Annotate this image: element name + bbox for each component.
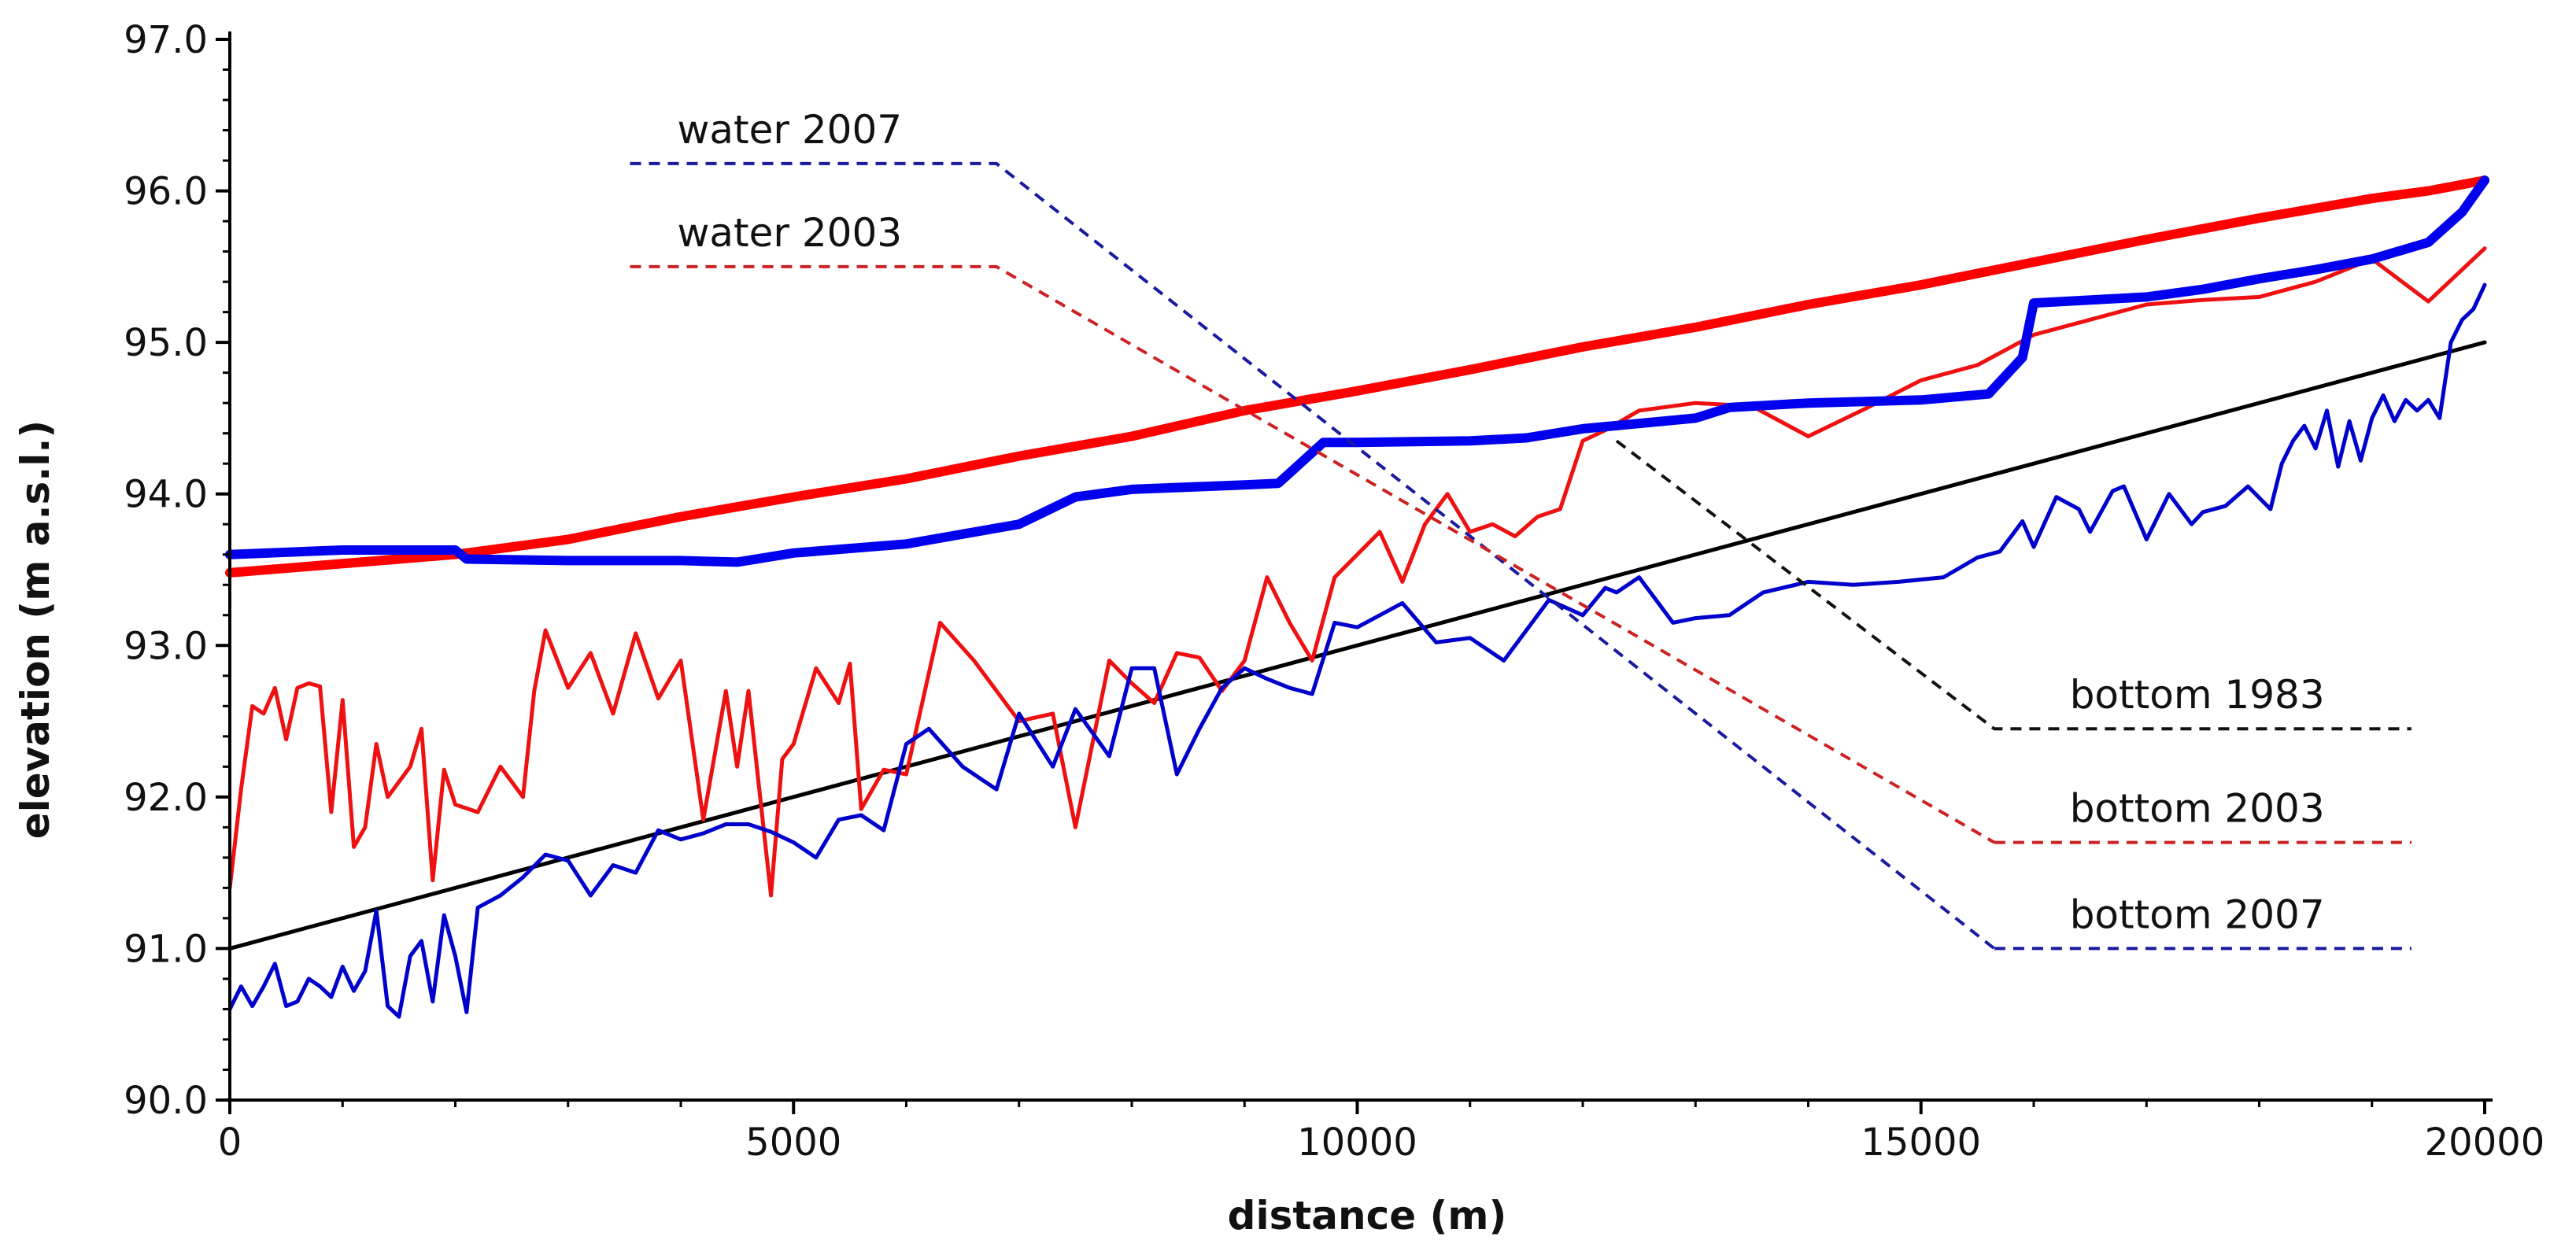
legend-label-bottom-2007: bottom 2007 [2070, 892, 2325, 937]
legend-leader-water-2007 [630, 161, 1996, 950]
x-tick-label: 20000 [2425, 1121, 2545, 1165]
legend-leaders [630, 161, 2412, 951]
x-tick-label: 10000 [1297, 1121, 1417, 1165]
y-tick-label: 92.0 [124, 776, 208, 820]
legend-label-bottom-1983: bottom 1983 [2070, 672, 2325, 718]
series-line-water-2007 [225, 175, 2489, 567]
legend-leader-bottom-1983 [1615, 439, 2412, 731]
legend-leader-water-2003 [630, 264, 1995, 844]
y-tick-label: 95.0 [124, 321, 208, 365]
legend-label-water-2007: water 2007 [678, 107, 903, 153]
series-line-bottom-2007 [227, 282, 2487, 1019]
x-tick-label: 5000 [745, 1121, 841, 1165]
x-axis-label: distance (m) [1228, 1193, 1507, 1239]
data-series [225, 175, 2489, 1019]
y-axis-label: elevation (m a.s.l.) [13, 420, 58, 840]
x-tick-label: 0 [218, 1121, 242, 1165]
series-line-bottom-2003 [227, 246, 2487, 898]
y-tick-label: 90.0 [124, 1079, 208, 1123]
legend: water 2007 water 2003 bottom 1983 bottom 20… [678, 107, 2325, 938]
series-line-bottom-1983 [227, 340, 2487, 951]
legend-label-bottom-2003: bottom 2003 [2070, 786, 2325, 832]
x-tick-label: 15000 [1861, 1121, 1981, 1165]
y-tick-label: 96.0 [124, 170, 208, 214]
axes: 90.0 91.0 92.0 93.0 94.0 95.0 96.0 97.0 0 5000 100… [124, 18, 2545, 1165]
y-tick-label: 91.0 [124, 927, 208, 971]
y-tick-label: 94.0 [124, 473, 208, 517]
series-line-water-2003 [225, 175, 2489, 578]
y-tick-label: 93.0 [124, 624, 208, 668]
y-tick-label: 97.0 [124, 18, 208, 62]
legend-label-water-2003: water 2003 [678, 210, 903, 256]
